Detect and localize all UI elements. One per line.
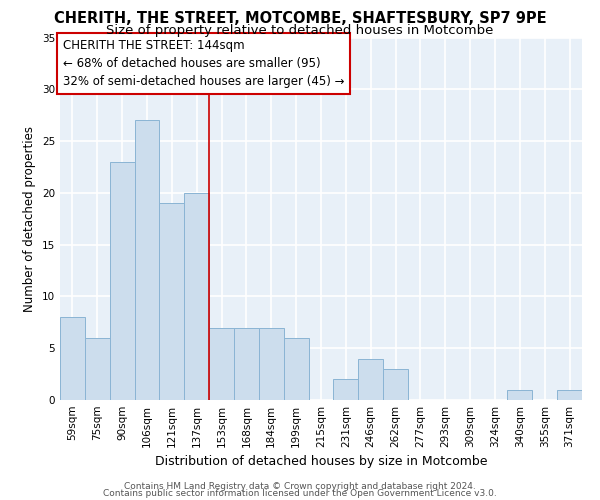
X-axis label: Distribution of detached houses by size in Motcombe: Distribution of detached houses by size … [155, 456, 487, 468]
Bar [508, 390, 532, 400]
Bar [383, 369, 408, 400]
Bar [334, 380, 358, 400]
Bar [160, 203, 184, 400]
Bar [60, 317, 85, 400]
Text: Contains public sector information licensed under the Open Government Licence v3: Contains public sector information licen… [103, 488, 497, 498]
Bar [134, 120, 160, 400]
Bar [358, 358, 383, 400]
Text: CHERITH, THE STREET, MOTCOMBE, SHAFTESBURY, SP7 9PE: CHERITH, THE STREET, MOTCOMBE, SHAFTESBU… [53, 11, 547, 26]
Bar [85, 338, 110, 400]
Text: Contains HM Land Registry data © Crown copyright and database right 2024.: Contains HM Land Registry data © Crown c… [124, 482, 476, 491]
Bar [209, 328, 234, 400]
Bar [284, 338, 308, 400]
Bar [234, 328, 259, 400]
Bar [110, 162, 134, 400]
Bar [184, 193, 209, 400]
Y-axis label: Number of detached properties: Number of detached properties [23, 126, 37, 312]
Text: CHERITH THE STREET: 144sqm
← 68% of detached houses are smaller (95)
32% of semi: CHERITH THE STREET: 144sqm ← 68% of deta… [62, 40, 344, 88]
Bar [557, 390, 582, 400]
Bar [259, 328, 284, 400]
Text: Size of property relative to detached houses in Motcombe: Size of property relative to detached ho… [106, 24, 494, 37]
